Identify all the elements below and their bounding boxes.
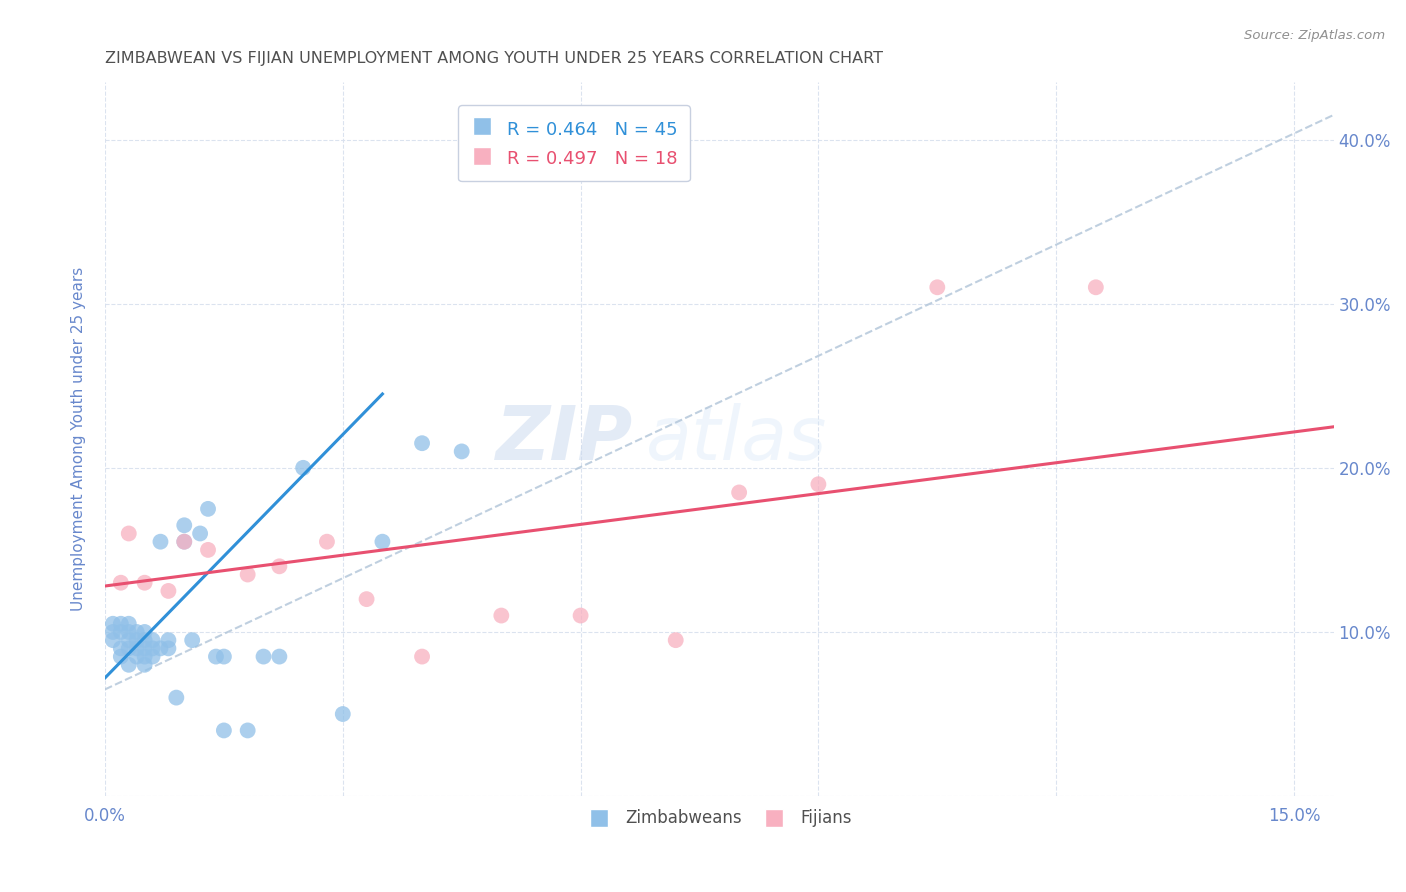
Legend: Zimbabweans, Fijians: Zimbabweans, Fijians: [581, 803, 859, 834]
Point: [569, 608, 592, 623]
Point: [332, 706, 354, 721]
Point: [665, 633, 688, 648]
Point: [110, 616, 132, 631]
Point: [118, 616, 141, 631]
Point: [118, 657, 141, 672]
Point: [173, 534, 195, 549]
Point: [157, 583, 180, 598]
Point: [212, 723, 235, 738]
Point: [134, 633, 156, 648]
Point: [236, 723, 259, 738]
Point: [141, 633, 163, 648]
Point: [141, 641, 163, 656]
Point: [269, 649, 291, 664]
Point: [110, 624, 132, 639]
Point: [927, 280, 949, 294]
Point: [118, 641, 141, 656]
Point: [173, 518, 195, 533]
Point: [157, 641, 180, 656]
Point: [125, 624, 148, 639]
Point: [269, 559, 291, 574]
Point: [411, 436, 433, 450]
Point: [110, 649, 132, 664]
Point: [356, 592, 378, 607]
Point: [134, 657, 156, 672]
Point: [292, 460, 315, 475]
Point: [118, 633, 141, 648]
Point: [149, 641, 172, 656]
Point: [118, 624, 141, 639]
Point: [173, 534, 195, 549]
Point: [101, 616, 124, 631]
Point: [205, 649, 228, 664]
Point: [491, 608, 513, 623]
Point: [411, 649, 433, 664]
Point: [125, 633, 148, 648]
Point: [118, 526, 141, 541]
Text: Source: ZipAtlas.com: Source: ZipAtlas.com: [1244, 29, 1385, 42]
Y-axis label: Unemployment Among Youth under 25 years: Unemployment Among Youth under 25 years: [72, 267, 86, 611]
Text: atlas: atlas: [645, 403, 827, 475]
Point: [141, 649, 163, 664]
Point: [188, 526, 211, 541]
Point: [134, 641, 156, 656]
Point: [197, 501, 219, 516]
Point: [807, 477, 830, 491]
Point: [212, 649, 235, 664]
Point: [728, 485, 751, 500]
Point: [197, 542, 219, 557]
Point: [125, 649, 148, 664]
Point: [316, 534, 339, 549]
Point: [134, 624, 156, 639]
Text: ZIMBABWEAN VS FIJIAN UNEMPLOYMENT AMONG YOUTH UNDER 25 YEARS CORRELATION CHART: ZIMBABWEAN VS FIJIAN UNEMPLOYMENT AMONG …: [105, 51, 883, 66]
Point: [236, 567, 259, 582]
Point: [125, 641, 148, 656]
Point: [134, 575, 156, 590]
Point: [1084, 280, 1107, 294]
Point: [252, 649, 274, 664]
Point: [149, 534, 172, 549]
Point: [157, 633, 180, 648]
Point: [110, 641, 132, 656]
Point: [371, 534, 394, 549]
Text: ZIP: ZIP: [496, 402, 633, 475]
Point: [101, 624, 124, 639]
Point: [181, 633, 204, 648]
Point: [450, 444, 472, 458]
Point: [134, 649, 156, 664]
Point: [101, 633, 124, 648]
Point: [165, 690, 187, 705]
Point: [110, 575, 132, 590]
